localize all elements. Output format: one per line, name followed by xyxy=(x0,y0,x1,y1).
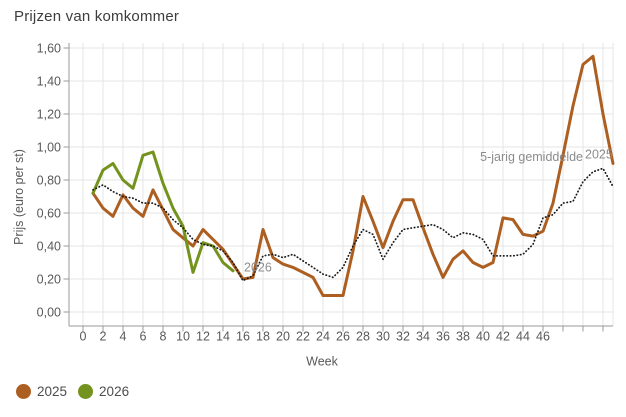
grid xyxy=(69,43,614,326)
x-tick-label: 18 xyxy=(256,330,270,344)
x-tick-label: 24 xyxy=(316,330,330,344)
x-tick-label: 14 xyxy=(216,330,230,344)
price-line-chart[interactable]: 0,000,200,400,600,801,001,201,401,600 2 4 6… xyxy=(0,0,626,380)
x-tick-label: 0 xyxy=(80,330,87,344)
legend-dot-2026 xyxy=(78,384,94,399)
x-axis-title: Week xyxy=(306,355,338,369)
x-tick-label: 20 xyxy=(276,330,290,344)
x-tick-label: 6 xyxy=(140,330,147,344)
x-tick-label: 40 xyxy=(476,330,490,344)
legend-item-2026[interactable]: 2026 xyxy=(78,384,129,399)
series-line-2025[interactable] xyxy=(91,54,615,297)
x-tick-label: 28 xyxy=(356,330,370,344)
x-tick-label: 36 xyxy=(436,330,450,344)
series-line-5-jarig-gemiddelde[interactable] xyxy=(92,167,614,282)
annotation-2025: 2025 xyxy=(585,147,613,161)
series-line-2026[interactable] xyxy=(91,150,235,274)
y-tick-label: 0,20 xyxy=(37,272,61,286)
chart-title: Prijzen van komkommer xyxy=(14,8,180,25)
legend-item-2025[interactable]: 2025 xyxy=(16,384,67,399)
legend-dot-2025 xyxy=(16,384,31,399)
y-tick-label: 1,00 xyxy=(37,140,61,154)
x-tick-label: 4 xyxy=(120,330,127,344)
tick-labels: 0,000,200,400,600,801,001,201,401,600 2 4 6… xyxy=(37,41,550,343)
legend-label: 2025 xyxy=(37,384,68,399)
y-tick-label: 1,40 xyxy=(37,74,61,88)
annotation-5-jarig-gemiddelde: 5-jarig gemiddelde xyxy=(480,150,583,164)
x-tick-label: 16 xyxy=(236,330,250,344)
y-tick-label: 0,60 xyxy=(37,206,61,220)
x-tick-label: 44 xyxy=(516,330,530,344)
x-tick-label: 38 xyxy=(456,330,470,344)
x-tick-label: 46 xyxy=(536,330,550,344)
y-axis-title: Prijs (euro per st) xyxy=(12,149,26,245)
x-tick-label: 30 xyxy=(376,330,390,344)
x-tick-label: 34 xyxy=(416,330,430,344)
x-tick-label: 32 xyxy=(396,330,410,344)
annotation-2026: 2026 xyxy=(244,260,272,274)
x-tick-label: 42 xyxy=(496,330,510,344)
y-tick-label: 0,80 xyxy=(37,173,61,187)
x-tick-label: 12 xyxy=(196,330,210,344)
y-tick-label: 1,20 xyxy=(37,107,61,121)
y-tick-label: 0,40 xyxy=(37,239,61,253)
axes xyxy=(63,43,613,332)
chart-legend: 2025 2026 xyxy=(16,384,129,399)
x-tick-label: 10 xyxy=(176,330,190,344)
x-tick-label: 22 xyxy=(296,330,310,344)
x-tick-label: 8 xyxy=(160,330,167,344)
y-tick-label: 0,00 xyxy=(37,305,61,319)
x-tick-label: 26 xyxy=(336,330,350,344)
x-tick-label: 2 xyxy=(100,330,107,344)
legend-label: 2026 xyxy=(99,384,130,399)
y-tick-label: 1,60 xyxy=(37,41,61,55)
